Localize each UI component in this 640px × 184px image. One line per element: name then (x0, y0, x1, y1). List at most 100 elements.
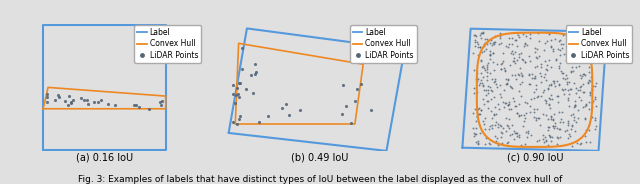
Point (539, 141, 549, 144)
Point (531, 119, 541, 122)
Point (546, 83, 556, 86)
Point (499, 67, 509, 70)
Point (576, 76, 586, 79)
Point (473, 113, 483, 116)
Point (543, 97, 554, 100)
Point (584, 129, 594, 132)
Point (234, 118, 244, 121)
Point (546, 93, 556, 96)
Point (554, 83, 564, 86)
Point (63, 94, 74, 97)
Legend: Label, Convex Hull, LiDAR Points: Label, Convex Hull, LiDAR Points (566, 25, 632, 63)
Point (518, 125, 529, 128)
Point (536, 75, 547, 78)
Point (493, 142, 504, 145)
Point (478, 98, 488, 101)
Point (509, 56, 519, 59)
Point (552, 143, 562, 146)
Point (588, 46, 598, 49)
Point (506, 52, 516, 55)
Point (570, 104, 580, 107)
Point (552, 94, 563, 97)
Point (566, 54, 576, 57)
Point (90, 101, 100, 104)
Point (572, 91, 582, 94)
Point (588, 32, 598, 35)
Point (502, 142, 513, 145)
Point (493, 126, 503, 129)
Point (541, 99, 551, 102)
Point (545, 106, 556, 109)
Point (540, 72, 550, 75)
Point (473, 45, 483, 48)
Point (536, 95, 546, 98)
Point (131, 103, 141, 106)
Point (584, 53, 594, 56)
Point (504, 118, 515, 121)
Point (476, 71, 486, 74)
Point (505, 133, 515, 136)
Point (551, 59, 561, 62)
Point (551, 58, 561, 61)
Point (477, 119, 488, 122)
Point (499, 89, 509, 92)
Point (473, 142, 483, 145)
Point (530, 66, 540, 69)
Point (510, 132, 520, 135)
Point (549, 126, 559, 129)
Point (575, 85, 586, 88)
Point (529, 110, 540, 113)
Point (557, 88, 567, 91)
Point (485, 58, 495, 61)
Point (566, 70, 577, 73)
Point (509, 99, 519, 102)
Point (474, 46, 484, 49)
Point (524, 132, 534, 135)
Point (507, 42, 517, 45)
Point (490, 41, 500, 44)
Point (350, 100, 360, 103)
Point (508, 123, 518, 126)
Point (473, 143, 483, 146)
Point (543, 125, 553, 128)
Point (534, 40, 544, 43)
Point (581, 129, 591, 132)
Point (514, 102, 524, 105)
Point (514, 56, 524, 59)
Point (582, 34, 592, 37)
Point (490, 78, 500, 81)
Point (492, 62, 502, 65)
Point (512, 134, 522, 137)
Point (553, 95, 563, 98)
Point (532, 96, 543, 99)
Point (529, 91, 539, 93)
Point (540, 136, 550, 139)
Point (574, 73, 584, 76)
Point (250, 62, 260, 65)
Point (485, 53, 495, 56)
Point (232, 93, 243, 96)
Point (583, 39, 593, 42)
Point (514, 114, 524, 117)
Point (469, 131, 479, 134)
Point (509, 105, 520, 108)
Point (507, 36, 517, 39)
Point (493, 143, 503, 146)
Point (294, 109, 305, 112)
Point (42, 101, 52, 104)
Point (493, 42, 504, 45)
Point (501, 102, 511, 105)
Point (516, 95, 526, 98)
Point (566, 87, 576, 90)
Point (282, 102, 292, 105)
Point (492, 140, 502, 143)
Point (486, 39, 496, 42)
Point (547, 125, 557, 128)
Point (556, 118, 566, 121)
Point (516, 58, 527, 61)
Point (503, 45, 513, 48)
Point (587, 47, 597, 50)
Point (509, 137, 519, 140)
Point (488, 60, 499, 63)
Point (569, 81, 579, 84)
